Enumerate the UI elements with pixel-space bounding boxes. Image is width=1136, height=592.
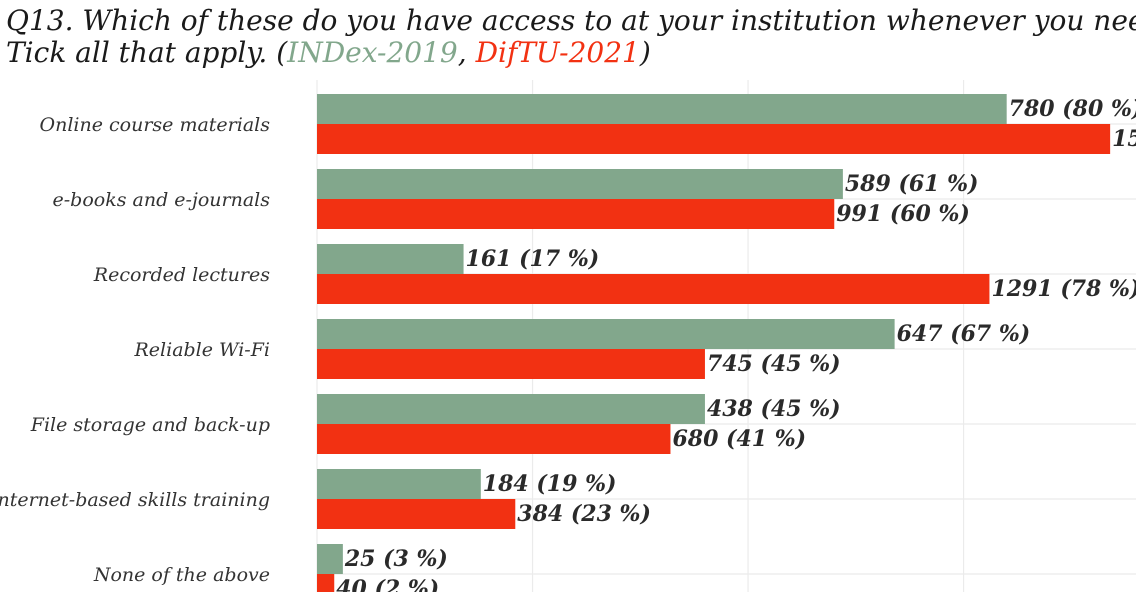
data-label: 161 (17 %) <box>466 246 600 272</box>
data-label: 647 (67 %) <box>897 321 1031 347</box>
data-label: 1291 (78 %) <box>991 276 1136 302</box>
data-label: 40 (2 %) <box>336 576 439 592</box>
bar <box>317 169 843 199</box>
data-label: 680 (41 %) <box>672 426 806 452</box>
bar <box>317 274 990 304</box>
category-label: Recorded lectures <box>93 264 270 286</box>
bar <box>317 499 516 529</box>
bar <box>317 244 464 274</box>
bar <box>317 544 343 574</box>
subtitle-close: ) <box>639 36 651 69</box>
category-label: File storage and back-up <box>30 414 270 436</box>
legend-entry: INDex-2019 <box>286 36 458 69</box>
bar <box>317 124 1111 154</box>
data-label: 184 (19 %) <box>483 471 617 497</box>
bar <box>317 199 835 229</box>
data-label: 25 (3 %) <box>344 546 448 572</box>
bar <box>317 574 335 592</box>
data-label: 1522 (92 %) <box>1112 126 1136 152</box>
plot-area <box>316 80 1136 592</box>
data-label: 991 (60 %) <box>836 201 970 227</box>
bar <box>317 469 481 499</box>
data-label: 780 (80 %) <box>1009 96 1136 122</box>
data-label: 384 (23 %) <box>517 501 651 527</box>
bar <box>317 319 895 349</box>
bar <box>317 424 671 454</box>
category-label: Online course materials <box>40 114 271 136</box>
subtitle-separator: , <box>458 36 476 69</box>
category-label: None of the above <box>93 564 270 586</box>
data-label: 438 (45 %) <box>707 396 841 422</box>
bar <box>317 94 1007 124</box>
data-label: 589 (61 %) <box>845 171 979 197</box>
category-label: Internet-based skills training <box>0 489 270 511</box>
category-label: e-books and e-journals <box>53 189 271 211</box>
data-label: 745 (45 %) <box>707 351 841 377</box>
bar <box>317 394 705 424</box>
bar <box>317 349 705 379</box>
chart-title: Q13. Which of these do you have access t… <box>6 4 1136 37</box>
category-label: Reliable Wi-Fi <box>133 339 270 361</box>
subtitle-text: Tick all that apply. ( <box>6 36 288 69</box>
chart-subtitle: Tick all that apply. (INDex-2019, DifTU-… <box>6 36 651 69</box>
legend-entry: DifTU-2021 <box>475 36 640 69</box>
